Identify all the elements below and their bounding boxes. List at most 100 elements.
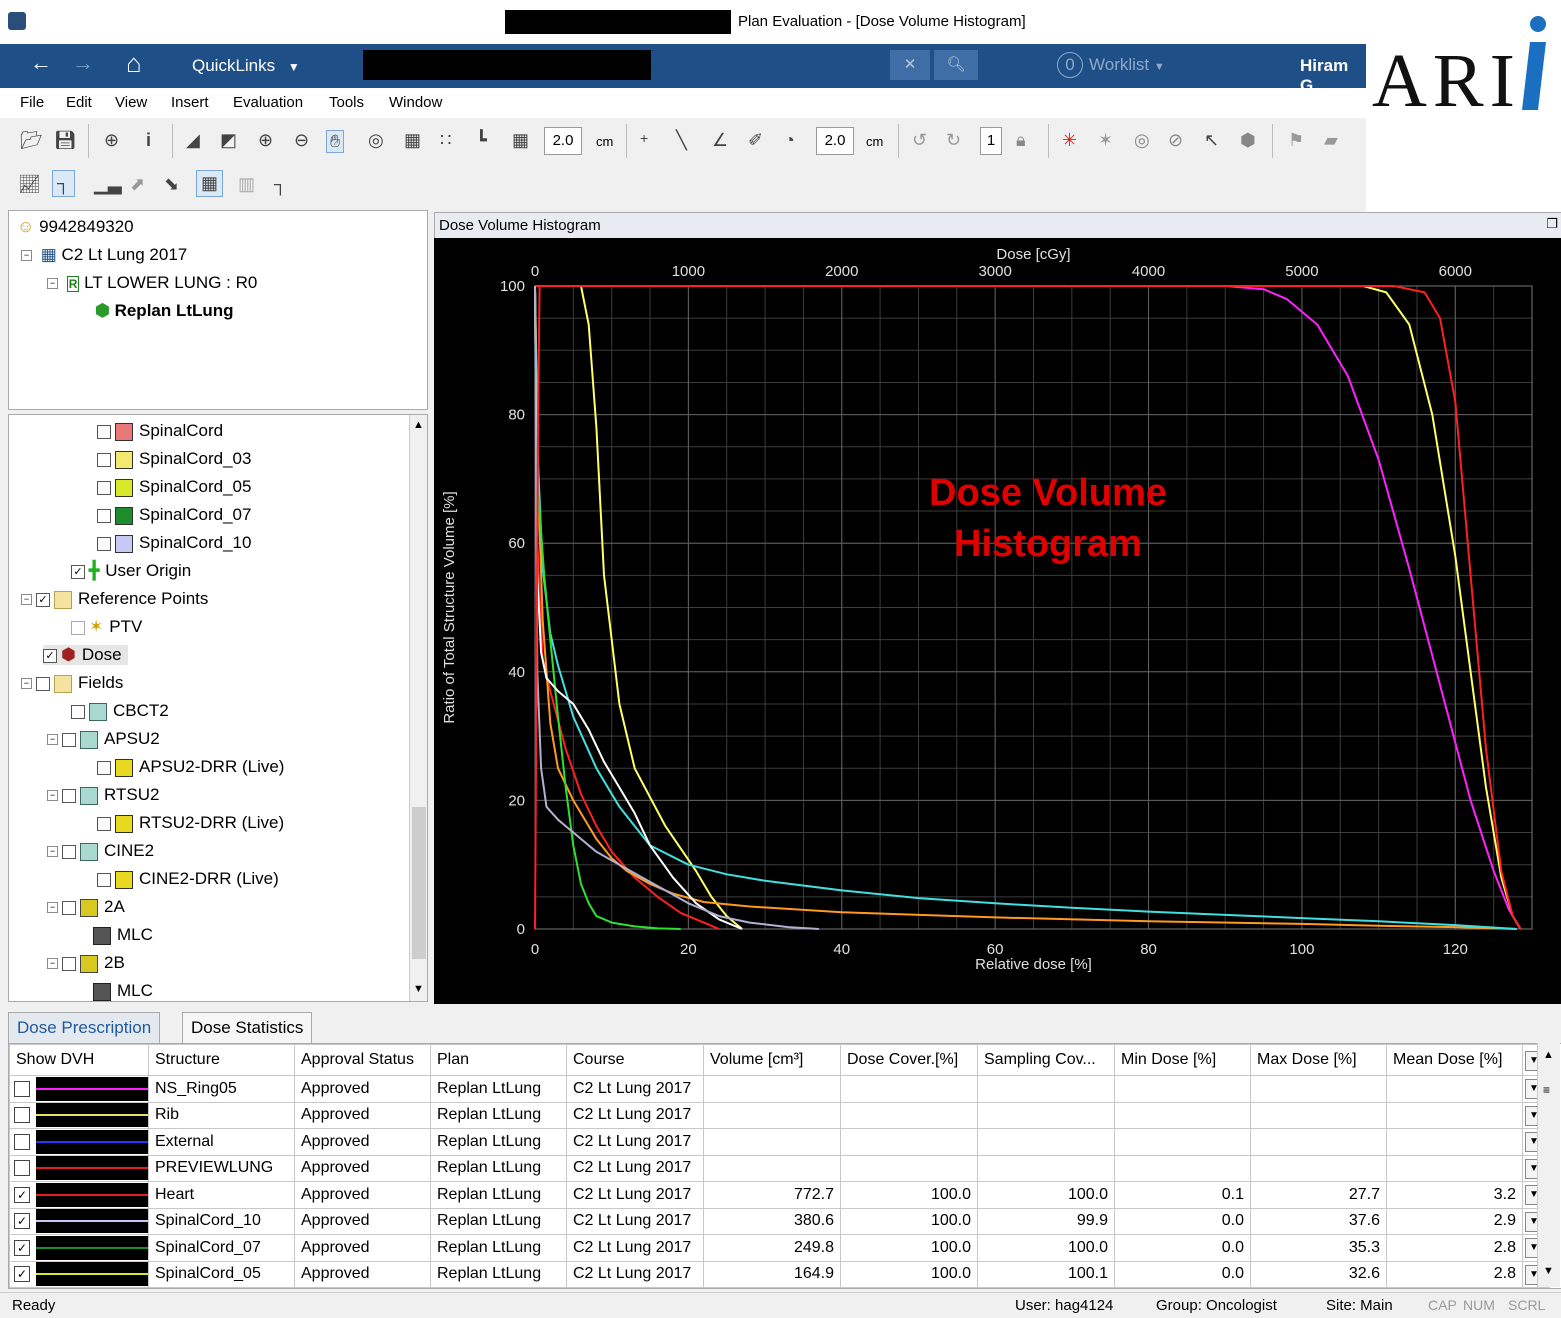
forward-arrow-icon[interactable]: → bbox=[72, 50, 94, 75]
scatter-icon[interactable]: ∷ bbox=[440, 130, 452, 150]
rotate-right-icon[interactable]: ↻ bbox=[946, 130, 962, 150]
thickness-field-2[interactable]: 2.0 bbox=[816, 127, 854, 155]
collapse-icon[interactable]: − bbox=[47, 902, 58, 914]
tree-item[interactable]: CINE2-DRR (Live) bbox=[97, 869, 279, 889]
window-level-region-icon[interactable]: ◩ bbox=[220, 130, 238, 150]
scroll-up-icon[interactable]: ▲ bbox=[1543, 1049, 1554, 1061]
zoom-in-icon[interactable]: ⊕ bbox=[258, 130, 274, 150]
page-field[interactable]: 1 bbox=[980, 127, 1002, 155]
checkbox[interactable] bbox=[62, 732, 76, 747]
column-header[interactable]: Volume [cm³] bbox=[703, 1044, 841, 1076]
thickness-field-1[interactable]: 2.0 bbox=[544, 127, 582, 155]
angle-icon[interactable]: ∠ bbox=[712, 130, 729, 150]
draw-icon[interactable]: ✐ bbox=[748, 130, 764, 150]
checkbox[interactable]: ✓ bbox=[36, 592, 50, 607]
table-row[interactable]: Rib Approved Replan LtLung C2 Lt Lung 2017 ▼ bbox=[9, 1101, 1550, 1129]
menu-edit[interactable]: Edit bbox=[66, 94, 92, 111]
column-header[interactable]: Dose Cover.[%] bbox=[840, 1044, 978, 1076]
checkbox[interactable]: ✓ bbox=[43, 648, 57, 663]
checkbox[interactable] bbox=[97, 760, 111, 775]
tree-item[interactable]: RTSU2-DRR (Live) bbox=[97, 813, 284, 833]
checkbox[interactable] bbox=[71, 620, 85, 635]
tree-item[interactable]: SpinalCord_10 bbox=[97, 533, 251, 553]
dvh-reset-icon[interactable]: ┐ bbox=[274, 174, 287, 194]
eraser-icon[interactable]: ▰ bbox=[1324, 130, 1338, 150]
column-header[interactable]: Structure bbox=[148, 1044, 295, 1076]
tree-item[interactable]: ✓ ╋ User Origin bbox=[71, 561, 191, 581]
column-header[interactable]: Course bbox=[566, 1044, 704, 1076]
scroll-down-icon[interactable]: ▼ bbox=[413, 983, 424, 995]
table-row[interactable]: ✓ SpinalCord_10 Approved Replan LtLung C2 Lt… bbox=[9, 1207, 1550, 1235]
ruler-icon[interactable]: ┗ bbox=[476, 130, 487, 150]
collapse-icon[interactable]: − bbox=[21, 594, 32, 606]
show-dvh-checkbox[interactable] bbox=[14, 1107, 30, 1124]
checkbox[interactable] bbox=[62, 788, 76, 803]
tree-scrollbar[interactable]: ▲ ▼ bbox=[409, 415, 427, 1001]
line-style-swatch[interactable] bbox=[36, 1235, 148, 1260]
dvh-curve-2[interactable] bbox=[535, 285, 1522, 930]
tree-item[interactable]: − RTSU2 bbox=[47, 785, 159, 805]
dvh-curve-8[interactable] bbox=[534, 285, 743, 930]
line-style-swatch[interactable] bbox=[36, 1209, 148, 1234]
line-style-swatch[interactable] bbox=[36, 1156, 148, 1181]
home-icon[interactable]: ⌂ bbox=[126, 48, 142, 78]
info-icon[interactable]: i bbox=[146, 130, 152, 150]
collapse-icon[interactable]: − bbox=[47, 734, 58, 746]
tree-item[interactable]: CBCT2 bbox=[71, 701, 169, 721]
menu-insert[interactable]: Insert bbox=[171, 94, 209, 111]
checkbox[interactable] bbox=[71, 704, 85, 719]
checkbox[interactable] bbox=[97, 872, 111, 887]
dvh-curve-6[interactable] bbox=[534, 285, 1517, 930]
dvh-curve-3[interactable] bbox=[535, 285, 1522, 930]
lock-icon[interactable]: 🔒︎ bbox=[1016, 130, 1026, 150]
collapse-icon[interactable]: − bbox=[47, 958, 58, 970]
dvh-differential-icon[interactable]: ▁▃ bbox=[94, 174, 122, 194]
column-header[interactable]: Max Dose [%] bbox=[1250, 1044, 1387, 1076]
tab-dose-prescription[interactable]: Dose Prescription bbox=[8, 1012, 161, 1043]
worklist-menu[interactable]: 0 Worklist ▼ bbox=[1057, 52, 1165, 78]
course-node[interactable]: − ▦ C2 Lt Lung 2017 bbox=[21, 245, 187, 265]
line-style-swatch[interactable] bbox=[36, 1076, 148, 1101]
checkbox[interactable] bbox=[97, 480, 111, 495]
dvh-grid-icon[interactable]: ▦ bbox=[196, 170, 224, 197]
dvh-table-icon[interactable]: ▥ bbox=[238, 174, 256, 194]
zoom-out-icon[interactable]: ⊖ bbox=[294, 130, 310, 150]
scroll-grip-icon[interactable]: ≡ bbox=[1543, 1083, 1551, 1097]
show-dvh-checkbox[interactable]: ✓ bbox=[14, 1266, 30, 1283]
line-style-swatch[interactable] bbox=[36, 1262, 148, 1287]
show-dvh-checkbox[interactable]: ✓ bbox=[14, 1186, 30, 1203]
dvh-export-icon[interactable]: ⬊ bbox=[164, 174, 180, 194]
table-row[interactable]: ✓ SpinalCord_07 Approved Replan LtLung C2 Lt… bbox=[9, 1234, 1550, 1262]
menu-file[interactable]: File bbox=[20, 94, 45, 111]
menu-view[interactable]: View bbox=[115, 94, 148, 111]
show-dvh-checkbox[interactable] bbox=[14, 1160, 30, 1177]
pin-icon[interactable]: ⚑ bbox=[1288, 130, 1305, 150]
menu-evaluation[interactable]: Evaluation bbox=[233, 94, 304, 111]
tree-item[interactable]: ✶ PTV bbox=[71, 617, 142, 637]
rotate-left-icon[interactable]: ↺ bbox=[912, 130, 928, 150]
table-row[interactable]: ✓ SpinalCord_05 Approved Replan LtLung C2 Lt… bbox=[9, 1260, 1550, 1288]
tree-item[interactable]: APSU2-DRR (Live) bbox=[97, 757, 284, 777]
tree-item[interactable]: − Fields bbox=[21, 673, 123, 693]
plan-node[interactable]: ⬢ Replan LtLung bbox=[95, 301, 234, 321]
quicklinks-menu[interactable]: QuickLinks ▼ bbox=[192, 56, 300, 76]
orientation-icon[interactable]: ⊕ bbox=[104, 130, 120, 150]
checkbox[interactable] bbox=[97, 424, 111, 439]
collapse-icon[interactable]: − bbox=[21, 250, 32, 262]
window-level-icon[interactable]: ◢ bbox=[186, 130, 200, 150]
checkbox[interactable] bbox=[97, 816, 111, 831]
tree-item[interactable]: − 2B bbox=[47, 953, 125, 973]
cursor-circle-icon[interactable]: ◔ bbox=[784, 130, 795, 150]
target-icon[interactable]: ◎ bbox=[1134, 130, 1150, 150]
patient-node[interactable]: ☺ 9942849320 bbox=[17, 217, 134, 237]
checkbox[interactable] bbox=[36, 676, 50, 691]
table-row[interactable]: External Approved Replan LtLung C2 Lt Lung … bbox=[9, 1128, 1550, 1156]
menu-tools[interactable]: Tools bbox=[329, 94, 365, 111]
checkbox[interactable] bbox=[62, 900, 76, 915]
dvh-curve-10[interactable] bbox=[534, 285, 541, 930]
line-style-swatch[interactable] bbox=[36, 1129, 148, 1154]
line-style-swatch[interactable] bbox=[36, 1103, 148, 1128]
table-scrollbar[interactable]: ▲ ≡ ▼ bbox=[1537, 1043, 1560, 1287]
show-dvh-checkbox[interactable]: ✓ bbox=[14, 1213, 30, 1230]
show-dvh-checkbox[interactable] bbox=[14, 1133, 30, 1150]
